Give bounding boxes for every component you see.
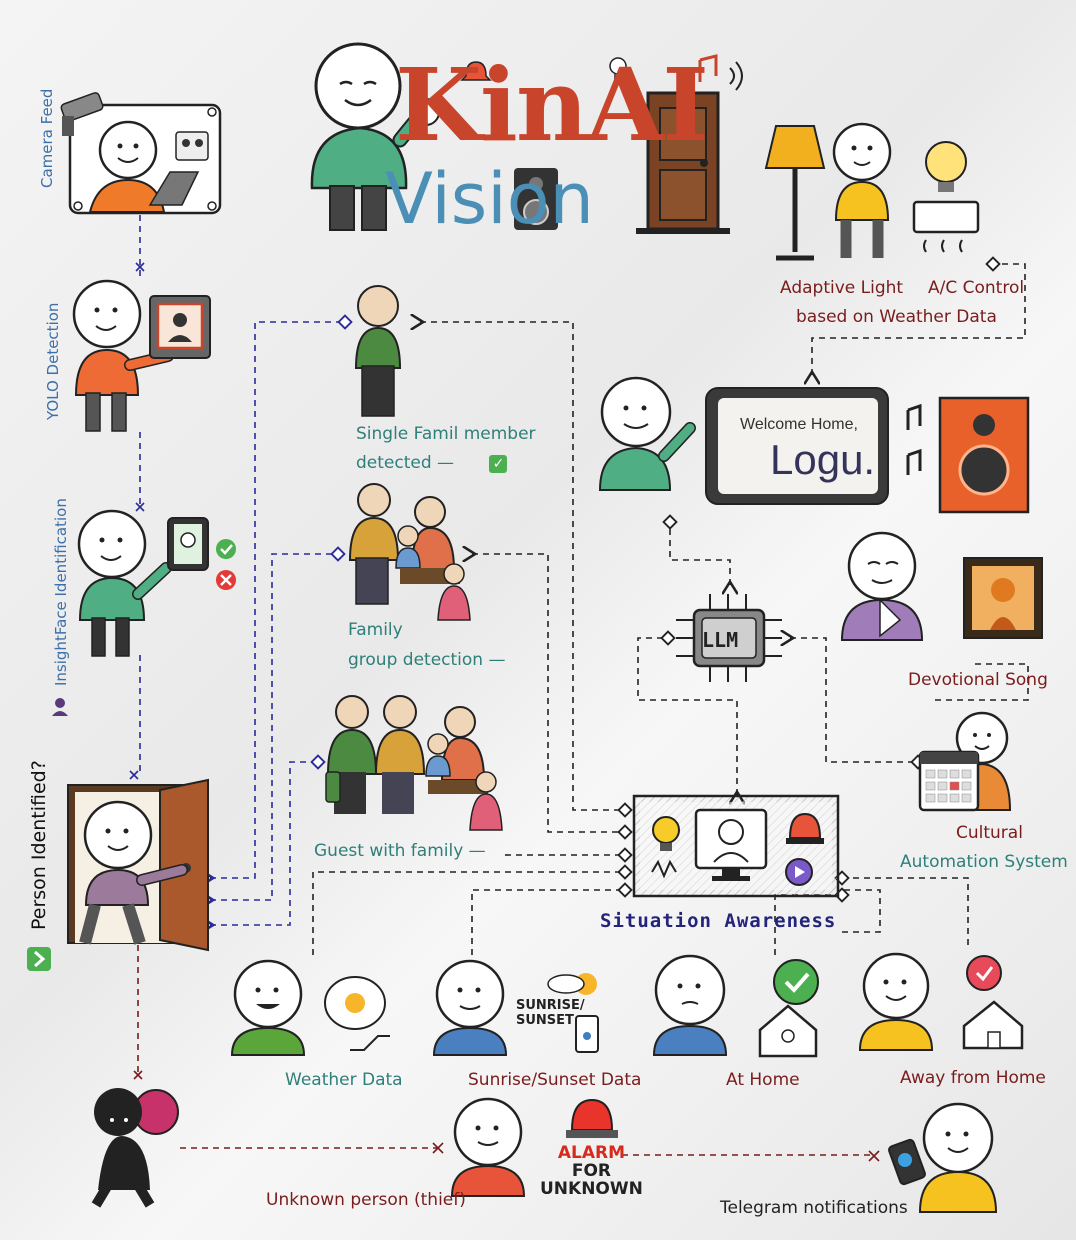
camera-feed-panel bbox=[60, 92, 222, 215]
music-note-icon bbox=[698, 54, 718, 82]
single-member-label-2: detected — ✓ bbox=[356, 453, 508, 473]
yolo-label: YOLO Detection bbox=[44, 302, 62, 420]
link-llm-display bbox=[670, 522, 730, 585]
sun-cloud-icon bbox=[547, 973, 597, 995]
insightface-figure bbox=[52, 509, 236, 716]
situation-awareness-title: Situation Awareness bbox=[600, 910, 837, 932]
telegram-label: Telegram notifications bbox=[720, 1198, 908, 1218]
check-icon bbox=[773, 959, 819, 1005]
link-sa-loop bbox=[842, 889, 881, 933]
house-icon bbox=[758, 1004, 818, 1058]
phone-icon bbox=[888, 1138, 926, 1186]
play-icon bbox=[785, 858, 813, 886]
family-label-2: group detection — bbox=[348, 650, 506, 670]
situation-awareness-panel bbox=[632, 794, 840, 898]
check-icon bbox=[216, 539, 236, 559]
ac-control-label: A/C Control bbox=[928, 278, 1025, 298]
display-welcome-text: Welcome Home, bbox=[740, 416, 858, 433]
title-door bbox=[460, 54, 743, 234]
weather-based-label: based on Weather Data bbox=[796, 307, 997, 327]
camera-icon bbox=[60, 92, 104, 136]
connectors bbox=[137, 215, 1029, 1156]
guest-label: Guest with family — bbox=[314, 841, 486, 861]
alarm-figure bbox=[450, 1097, 618, 1197]
cultural-label-2: Automation System bbox=[900, 852, 1068, 872]
link-family-sa bbox=[472, 554, 625, 832]
link-weather-sa bbox=[312, 864, 633, 955]
devotional-song-label: Devotional Song bbox=[908, 670, 1048, 690]
llm-label: LLM bbox=[702, 628, 739, 652]
check-icon bbox=[966, 955, 1002, 991]
house-icon bbox=[962, 1000, 1024, 1050]
face-scan-icon bbox=[149, 295, 211, 359]
link-cultural-devotional bbox=[935, 663, 1029, 701]
person-identified-label: Person Identified? bbox=[28, 760, 50, 930]
bulb-icon bbox=[652, 816, 680, 851]
weather-data-label: Weather Data bbox=[285, 1070, 403, 1090]
sunrise-figure bbox=[432, 959, 599, 1056]
away-figure bbox=[858, 952, 1024, 1051]
adaptive-light-label: Adaptive Light bbox=[780, 278, 904, 298]
link-llm-cultural bbox=[790, 638, 918, 762]
alarm-siren-icon bbox=[786, 812, 824, 844]
link-sa-llm bbox=[637, 638, 737, 795]
ac-icon bbox=[912, 141, 980, 253]
alarm-text: ALARM FOR UNKNOWN bbox=[540, 1143, 643, 1199]
cultural-label-1: Cultural bbox=[956, 823, 1023, 843]
unknown-person-label: Unknown person (thief) bbox=[266, 1190, 466, 1210]
sunrise-data-label: Sunrise/Sunset Data bbox=[468, 1070, 642, 1090]
bulb-icon bbox=[609, 57, 627, 80]
arrow-badge-icon bbox=[27, 947, 51, 971]
weather-figure bbox=[230, 959, 390, 1056]
cultural-group bbox=[918, 711, 1012, 812]
brand-kin-text: KinAI bbox=[395, 46, 709, 164]
music-note-icon bbox=[906, 403, 922, 430]
single-member-label-1: Single Famil member bbox=[356, 424, 536, 444]
away-label: Away from Home bbox=[900, 1068, 1046, 1088]
insightface-label: InsightFace Identification bbox=[52, 498, 70, 686]
devotional-group bbox=[840, 531, 1043, 641]
phone-icon bbox=[575, 1015, 599, 1053]
cross-icon bbox=[216, 570, 236, 590]
lamp-icon bbox=[764, 125, 826, 261]
title-mascot bbox=[310, 42, 440, 231]
family-figures bbox=[348, 483, 471, 621]
sun-cloud-icon bbox=[324, 976, 386, 1030]
door-figure bbox=[27, 778, 209, 971]
link-door-family bbox=[210, 554, 338, 900]
single-member-figure bbox=[354, 285, 402, 417]
welcome-display-group bbox=[598, 376, 1030, 514]
link-sunrise-sa bbox=[471, 882, 633, 955]
alarm-siren-icon bbox=[566, 1098, 618, 1138]
guest-family-figures bbox=[325, 695, 503, 831]
cross-markers bbox=[129, 262, 880, 1162]
calendar-icon bbox=[918, 750, 980, 812]
thief-figure bbox=[91, 1088, 179, 1208]
telegram-figure bbox=[888, 1102, 998, 1213]
link-away-sa bbox=[834, 870, 969, 945]
adaptive-light-group bbox=[764, 122, 980, 261]
family-label-1: Family bbox=[348, 620, 403, 640]
yolo-figure bbox=[72, 279, 211, 432]
link-door-single bbox=[210, 322, 345, 878]
at-home-figure bbox=[652, 954, 819, 1058]
link-display-adaptive bbox=[812, 264, 1026, 375]
sunrise-icon-text: SUNRISE/SUNSET bbox=[516, 998, 585, 1028]
brand-subtitle: Vision bbox=[385, 158, 594, 240]
check-icon: ✓ bbox=[489, 455, 508, 473]
brand-title: KinAI bbox=[395, 46, 709, 164]
camera-feed-label: Camera Feed bbox=[38, 88, 56, 188]
link-door-guest bbox=[210, 762, 318, 925]
bell-icon bbox=[460, 61, 492, 81]
display-name-text: Logu. bbox=[770, 436, 876, 483]
person-small-icon bbox=[52, 698, 68, 716]
chip-icon bbox=[676, 594, 782, 682]
at-home-label: At Home bbox=[726, 1070, 800, 1090]
